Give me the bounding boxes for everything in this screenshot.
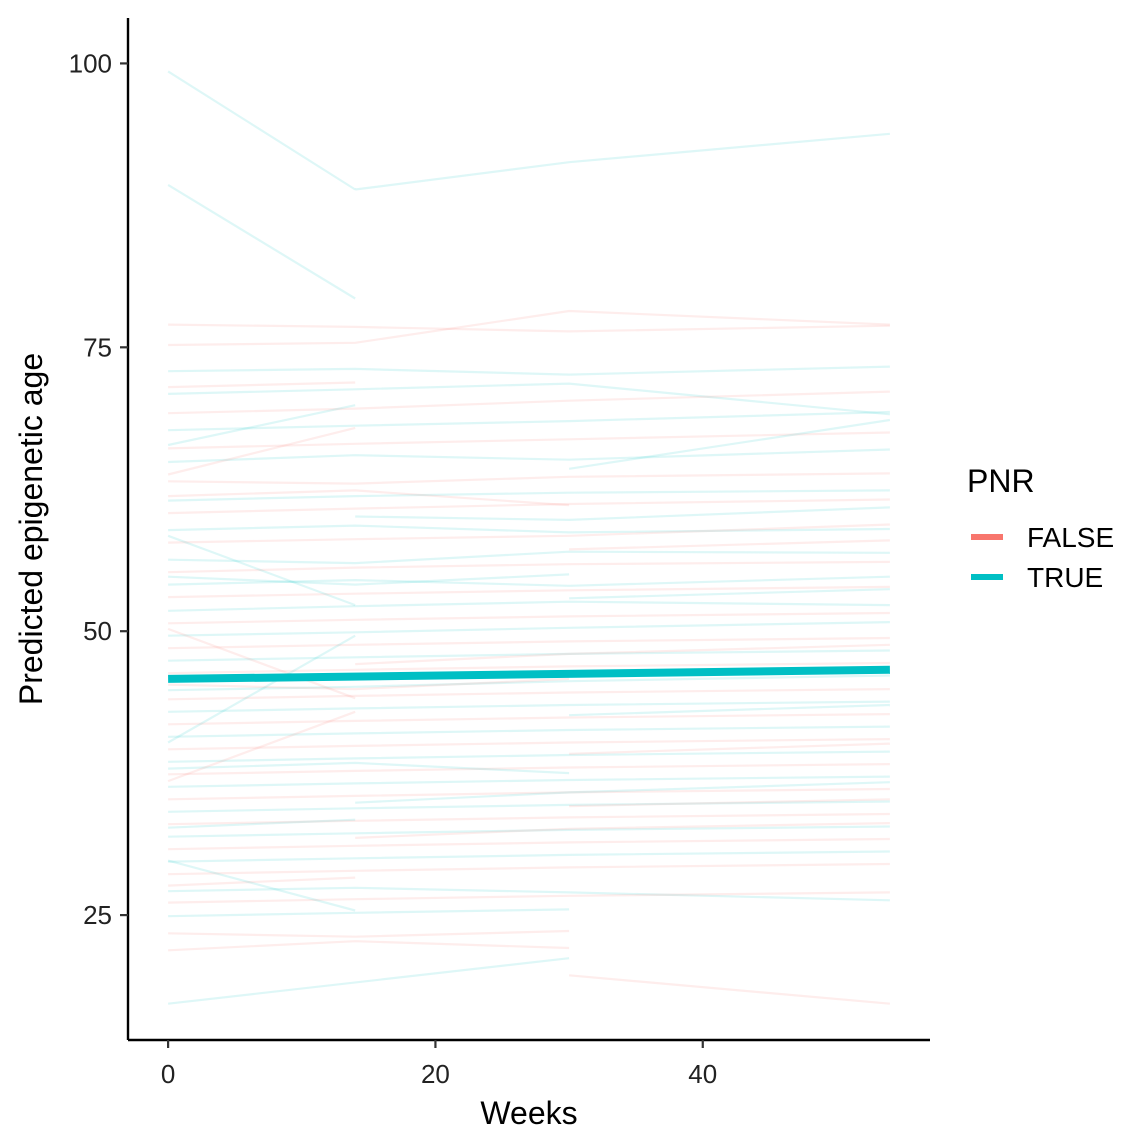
individual-line [167,859,356,912]
individual-line [569,588,890,600]
individual-line [168,448,890,464]
individual-line [168,713,890,726]
x-tick-label: 40 [688,1059,717,1089]
individual-line [168,585,890,599]
individual-line [168,674,890,692]
mean-lines [168,665,890,683]
individual-line [168,649,890,662]
individual-line [168,575,890,587]
individual-line [168,750,890,763]
x-tick-label: 20 [421,1059,450,1089]
individual-line [168,498,890,515]
y-tick-labels: 25 50 75 100 [69,48,112,930]
individual-line [167,627,356,700]
individual-line [568,418,891,470]
x-tick-labels: 0 20 40 [161,1059,717,1089]
individual-line [168,812,890,826]
individual-line [168,524,890,534]
individual-line [168,323,890,333]
individual-line [168,929,570,938]
individual-lines [167,70,891,1005]
individual-line [168,725,890,738]
individual-line [569,539,890,551]
individual-line [168,876,356,887]
individual-line [569,742,890,755]
individual-line [168,800,890,813]
individual-line [168,489,890,502]
individual-line [168,410,890,432]
individual-line [167,70,356,191]
individual-line [168,775,890,788]
individual-line [168,763,890,776]
y-tick-label: 25 [83,900,112,930]
individual-line [168,550,890,565]
individual-line [355,506,890,522]
individual-line [355,781,890,804]
axes [120,18,930,1048]
y-tick-label: 50 [83,616,112,646]
legend: PNR FALSE TRUE [967,463,1114,593]
individual-line [168,523,890,544]
individual-line [168,825,890,838]
individual-line [569,798,890,808]
individual-line [168,390,890,415]
individual-line [168,611,890,625]
individual-line [167,957,570,1005]
individual-line [168,908,570,918]
legend-label-true: TRUE [1027,562,1103,593]
individual-line [168,761,570,775]
individual-line [168,636,890,650]
individual-line [168,365,890,376]
individual-line [167,634,356,744]
individual-line [168,688,890,701]
legend-title: PNR [967,463,1035,499]
individual-line [168,700,890,713]
individual-line [168,472,890,485]
x-tick-label: 0 [161,1059,175,1089]
individual-line [168,382,891,416]
individual-line [355,132,890,191]
individual-line [167,183,356,300]
individual-line [355,822,890,839]
individual-line [168,600,890,612]
y-tick-label: 100 [69,48,112,78]
individual-line [355,643,890,666]
y-axis-title: Predicted epigenetic age [13,353,49,705]
individual-line [167,404,356,447]
legend-label-false: FALSE [1027,522,1114,553]
individual-line [168,787,890,801]
individual-line [168,573,570,586]
x-axis-title: Weeks [480,1095,577,1129]
mean-line-true [168,665,890,683]
individual-line [168,886,890,902]
individual-line [168,940,570,952]
y-tick-label: 75 [83,332,112,362]
individual-line [569,974,890,1005]
individual-line [168,560,890,574]
individual-line [168,837,890,851]
individual-line [168,489,570,507]
individual-line [168,677,570,691]
individual-line [168,850,890,863]
individual-line [168,891,890,904]
individual-line [168,309,890,347]
individual-line [167,534,356,607]
individual-line [168,818,356,829]
individual-line [168,381,356,389]
individual-line [569,703,890,717]
individual-line [167,426,356,476]
individual-line [168,621,890,637]
individual-line [168,661,890,675]
individual-line [167,710,356,783]
individual-line [168,862,890,876]
individual-line [168,431,890,450]
individual-line [168,738,890,751]
